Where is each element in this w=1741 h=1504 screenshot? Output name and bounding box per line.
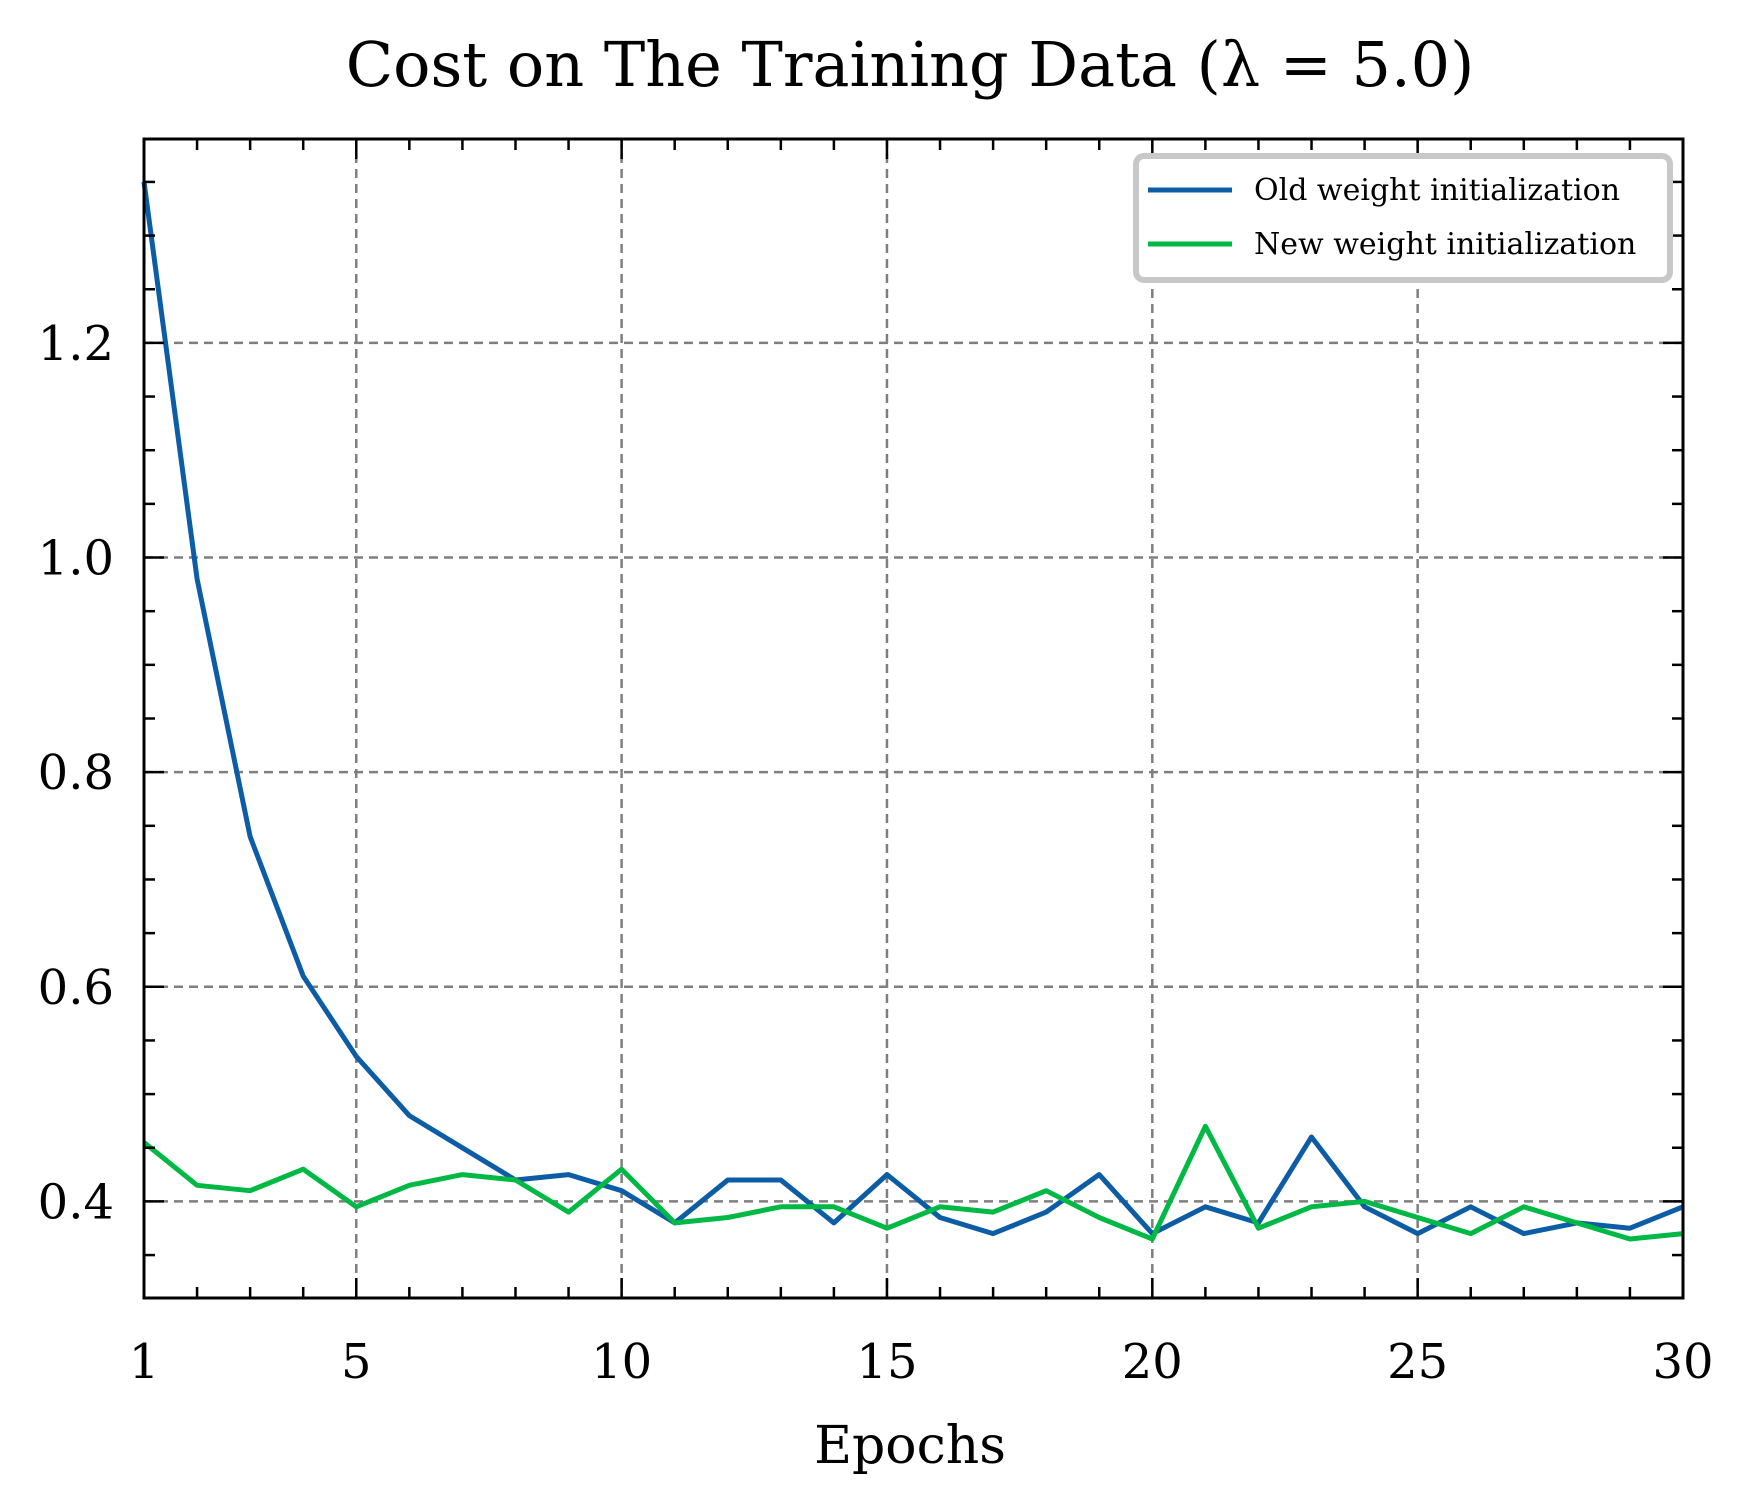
x-tick-label: 20 — [1122, 1334, 1183, 1390]
x-tick-label: 5 — [341, 1334, 372, 1390]
x-tick-label: 30 — [1652, 1334, 1713, 1390]
y-tick-label: 0.4 — [38, 1174, 114, 1230]
y-tick-label: 1.0 — [38, 531, 114, 587]
x-tick-label: 15 — [856, 1334, 917, 1390]
y-tick-label: 0.6 — [38, 960, 114, 1016]
y-tick-label: 0.8 — [38, 745, 114, 801]
ticks — [142, 139, 1685, 1298]
legend: Old weight initialization New weight init… — [1133, 153, 1673, 283]
series-line-2 — [142, 1123, 1684, 1242]
chart-title: Cost on The Training Data (λ = 5.0) — [346, 28, 1475, 101]
x-tick-label: 1 — [129, 1334, 160, 1390]
legend-label-1: Old weight initialization — [1254, 173, 1620, 208]
grid — [144, 139, 1683, 1298]
tick-labels: 1 5 10 15 20 25 300.40.60.81.01.2 — [38, 316, 1714, 1390]
legend-box — [1133, 153, 1673, 283]
legend-label-2: New weight initialization — [1254, 227, 1636, 262]
x-tick-label: 10 — [591, 1334, 652, 1390]
series-layer — [141, 181, 1684, 1242]
plot-frame — [142, 137, 1685, 1300]
x-tick-label: 25 — [1387, 1334, 1448, 1390]
x-axis-label: Epochs — [814, 1416, 1006, 1476]
y-tick-label: 1.2 — [38, 316, 114, 372]
series-line-1 — [141, 181, 1684, 1237]
